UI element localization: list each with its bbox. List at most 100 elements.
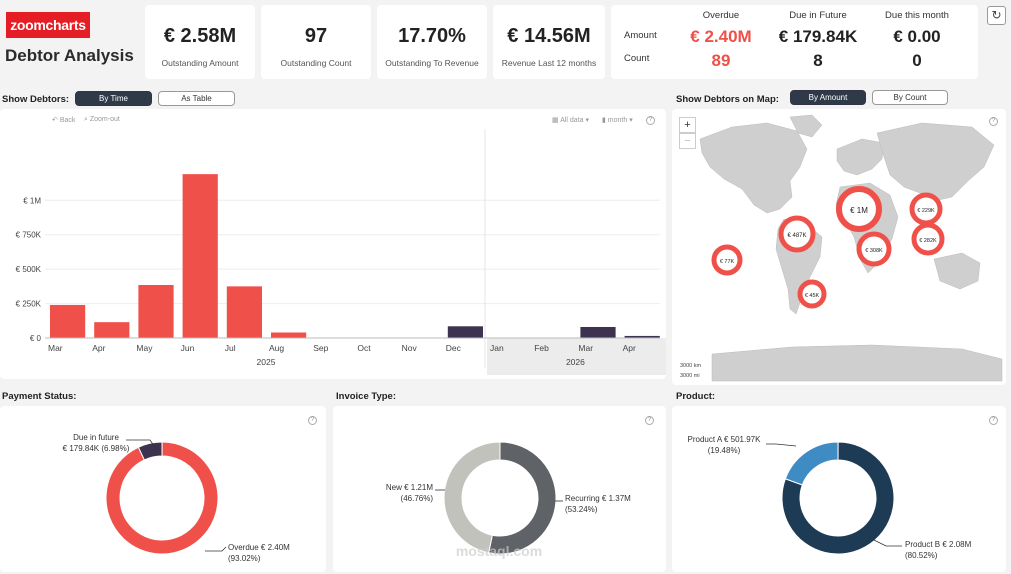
bubble-label: € 1M	[850, 206, 868, 215]
summary-row-count: Count	[624, 53, 650, 64]
x-tick-label: Jul	[225, 343, 236, 353]
y-tick-label: € 1M	[23, 196, 41, 205]
label-new-2: (46.76%)	[401, 494, 434, 503]
invoice-type-chart: ? New € 1.21M (46.76%) Recurring € 1.37M…	[333, 406, 666, 572]
all-data-dropdown[interactable]: ▦ All data ▾	[552, 117, 590, 124]
bar	[50, 304, 86, 338]
summary-future-amount: € 179.84K	[778, 27, 858, 46]
bubble-label: € 308K	[865, 248, 883, 254]
y-tick-label: € 500K	[16, 265, 42, 274]
x-tick-label: Dec	[446, 343, 462, 353]
leader-line-overdue	[205, 546, 227, 552]
help-icon[interactable]: ?	[989, 416, 998, 425]
payment-status-chart: ? Due in future € 179.84K (6.98%) Overdu…	[0, 406, 326, 572]
by-count-toggle[interactable]: By Count	[872, 90, 948, 105]
kpi-revenue-12m: € 14.56M Revenue Last 12 months	[493, 5, 605, 79]
x-tick-label: Apr	[92, 343, 105, 353]
bubble-europe	[836, 186, 882, 232]
greenland	[789, 114, 823, 138]
help-icon[interactable]: ?	[989, 117, 998, 126]
kpi-value: 97	[304, 25, 328, 47]
label-product-a-2: (19.48%)	[708, 446, 741, 455]
x-tick-label: Nov	[402, 343, 418, 353]
kpi-value: € 14.56M	[507, 25, 591, 47]
help-icon[interactable]: ?	[646, 116, 655, 125]
page-title: Debtor Analysis	[5, 46, 134, 65]
bubble-east-asia	[911, 222, 945, 256]
zoom-out-label: Zoom-out	[89, 116, 120, 123]
bubble-south-america	[797, 279, 827, 309]
bar	[226, 286, 262, 338]
north-america	[699, 122, 808, 214]
x-tick-label: Aug	[269, 343, 284, 353]
kpi-label: Outstanding To Revenue	[385, 58, 479, 68]
bar	[182, 174, 218, 338]
kpi-outstanding-to-revenue: 17.70% Outstanding To Revenue	[377, 5, 487, 79]
back-label: Back	[59, 117, 76, 124]
summary-row-amount: Amount	[624, 30, 657, 41]
leader-line-product-b	[871, 538, 902, 547]
bubble-label: € 282K	[919, 238, 937, 244]
summary-header-due-future: Due in Future	[789, 10, 847, 21]
kpi-label: Outstanding Count	[280, 58, 352, 68]
bubble-label: € 229K	[917, 208, 935, 214]
show-debtors-label: Show Debtors:	[2, 94, 70, 105]
invoice-donut	[443, 441, 557, 555]
summary-header-due-month: Due this month	[885, 10, 949, 21]
help-icon[interactable]: ?	[308, 416, 317, 425]
month-dropdown[interactable]: ▮ month ▾	[602, 117, 633, 124]
map-scale-mi: 3000 mi	[680, 373, 700, 379]
bar	[138, 284, 174, 338]
donut-slice	[105, 441, 219, 555]
world-map-svg: € 1M € 487K € 229K € 308K € 282K € 77K €…	[680, 114, 1003, 382]
map-section-label: Show Debtors on Map:	[676, 94, 779, 105]
bar	[94, 322, 130, 338]
map-bubbles: € 1M € 487K € 229K € 308K € 282K € 77K €…	[711, 186, 945, 309]
debtors-map: € 1M € 487K € 229K € 308K € 282K € 77K €…	[672, 109, 1006, 385]
as-table-toggle[interactable]: As Table	[158, 91, 235, 106]
product-label: Product:	[676, 391, 716, 402]
product-chart: ? Product A € 501.97K (19.48%) Product B…	[672, 406, 1006, 572]
antarctica	[711, 344, 1003, 382]
label-recurring-1: Recurring € 1.37M	[565, 494, 631, 503]
back-button[interactable]: ↶ Back	[52, 117, 76, 124]
invoice-type-label: Invoice Type:	[336, 391, 397, 402]
by-time-toggle[interactable]: By Time	[75, 91, 152, 106]
refresh-button[interactable]: ↻	[987, 6, 1006, 25]
bubble-pacific	[711, 244, 743, 276]
product-donut-svg: Product A € 501.97K (19.48%) Product B €…	[688, 435, 972, 560]
x-tick-label: Mar	[578, 343, 593, 353]
watermark: mostaql.com	[456, 543, 542, 559]
kpi-value: 17.70%	[398, 25, 466, 47]
donut-slice	[443, 441, 501, 554]
asia	[876, 122, 995, 202]
summary-overdue-amount: € 2.40M	[690, 27, 752, 46]
donut-slice	[488, 441, 557, 555]
bar-chart-svg: € 0 € 250K € 500K € 750K € 1M Mar Apr May Jun Jul…	[16, 129, 666, 375]
label-overdue-1: Overdue € 2.40M	[228, 543, 290, 552]
help-icon[interactable]: ?	[645, 416, 654, 425]
x-tick-label: May	[136, 343, 153, 353]
zoom-out-button[interactable]: ⌕ Zoom-out	[84, 116, 120, 123]
y-tick-label: € 0	[30, 334, 42, 343]
bubble-north-america	[778, 215, 816, 253]
year-label: 2025	[257, 357, 276, 367]
x-tick-label: Jun	[181, 343, 195, 353]
kpi-outstanding-count: 97 Outstanding Count	[261, 5, 371, 79]
debtors-time-chart: ↶ Back ⌕ Zoom-out ▦ All data ▾ ▮ month ▾…	[0, 109, 666, 379]
zoom-in-button[interactable]: +	[679, 117, 696, 133]
bubble-label: € 487K	[787, 233, 806, 239]
kpi-outstanding-amount: € 2.58M Outstanding Amount	[145, 5, 255, 79]
bubble-label: € 77K	[720, 259, 735, 265]
label-product-a-1: Product A € 501.97K	[688, 435, 762, 444]
x-tick-label: Oct	[357, 343, 371, 353]
payment-status-label: Payment Status:	[2, 391, 77, 402]
product-donut	[781, 441, 895, 555]
year-label: 2026	[566, 357, 585, 367]
bar	[447, 326, 483, 338]
zoom-out-map-button[interactable]: −	[679, 133, 696, 149]
summary-table: Overdue Due in Future Due this month Amo…	[611, 5, 978, 79]
by-amount-toggle[interactable]: By Amount	[790, 90, 866, 105]
month-label: month	[607, 117, 628, 124]
australia	[933, 252, 981, 290]
